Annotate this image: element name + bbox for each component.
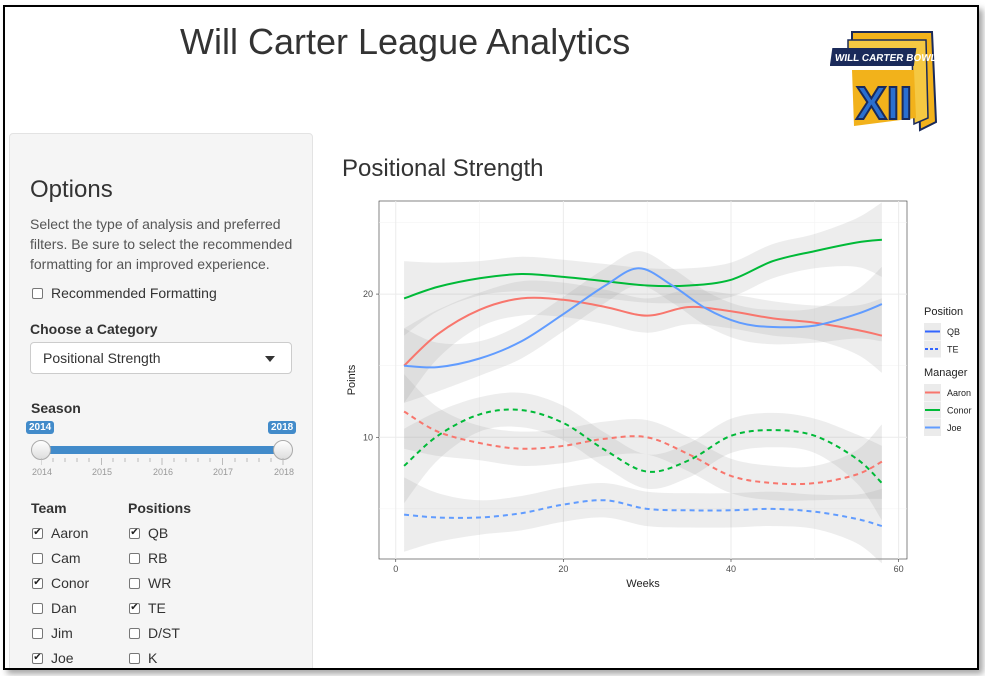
position-checkbox-label: WR bbox=[148, 575, 172, 591]
confidence-band bbox=[404, 477, 882, 564]
checkbox[interactable] bbox=[32, 552, 43, 564]
x-tick-label: 0 bbox=[393, 564, 398, 574]
checkbox[interactable]: ✔ bbox=[129, 527, 140, 539]
legend-label: TE bbox=[947, 345, 959, 355]
league-logo: WILL CARTER BOWL XII bbox=[830, 31, 937, 132]
recommended-formatting-box[interactable] bbox=[32, 287, 43, 299]
legend-title: Position bbox=[924, 306, 963, 318]
series-line bbox=[403, 410, 883, 486]
season-tick-label: 2017 bbox=[213, 467, 234, 477]
position-checkbox-te[interactable]: ✔ TE bbox=[129, 600, 166, 616]
recommended-formatting-label: Recommended Formatting bbox=[51, 285, 217, 301]
category-select[interactable]: Positional Strength bbox=[30, 342, 292, 374]
season-min-bubble: 2014 bbox=[26, 421, 55, 434]
positional-strength-chart: 0 20 40 60 10 20 Weeks Points Position QB TE Manag… bbox=[346, 200, 972, 590]
team-checkbox-dan[interactable]: Dan bbox=[32, 600, 77, 616]
legend-label: Joe bbox=[947, 423, 962, 433]
season-tick-label: 2015 bbox=[92, 467, 113, 477]
team-checkbox-joe[interactable]: ✔ Joe bbox=[32, 650, 74, 666]
x-tick-label: 20 bbox=[558, 564, 568, 574]
series-lines bbox=[403, 238, 883, 528]
checkbox[interactable]: ✔ bbox=[32, 527, 43, 539]
logo-numeral: XII bbox=[856, 77, 912, 129]
logo-text: WILL CARTER BOWL bbox=[834, 53, 937, 64]
team-checkbox-label: Dan bbox=[51, 600, 77, 616]
team-checkbox-label: Joe bbox=[51, 650, 74, 666]
position-checkbox-label: RB bbox=[148, 550, 168, 566]
position-checkbox-label: TE bbox=[148, 600, 166, 616]
series-line bbox=[403, 238, 882, 300]
legend: Position QB TE Manager Aaron Conor Joe bbox=[924, 306, 972, 436]
checkbox[interactable]: ✔ bbox=[32, 652, 43, 664]
y-axis-title: Points bbox=[346, 364, 358, 395]
team-checkbox-label: Jim bbox=[51, 625, 73, 641]
position-checkbox-wr[interactable]: WR bbox=[129, 575, 171, 591]
team-checkbox-conor[interactable]: ✔ Conor bbox=[32, 575, 89, 591]
season-label: Season bbox=[31, 400, 81, 416]
series-line bbox=[403, 408, 883, 484]
position-checkbox-label: K bbox=[148, 650, 158, 666]
chevron-down-icon bbox=[265, 356, 275, 362]
category-select-value: Positional Strength bbox=[43, 350, 161, 366]
season-slider-ticks bbox=[41, 458, 284, 465]
positions-label: Positions bbox=[128, 500, 192, 516]
x-axis-title: Weeks bbox=[626, 578, 660, 590]
checkbox[interactable] bbox=[32, 602, 43, 614]
team-checkbox-cam[interactable]: Cam bbox=[32, 550, 81, 566]
position-checkbox-qb[interactable]: ✔ QB bbox=[129, 525, 168, 541]
team-checkbox-aaron[interactable]: ✔ Aaron bbox=[32, 525, 88, 541]
legend-title: Manager bbox=[924, 367, 968, 379]
options-title: Options bbox=[30, 176, 113, 203]
team-checkbox-label: Cam bbox=[51, 550, 81, 566]
position-checkbox-label: D/ST bbox=[148, 625, 180, 641]
checkbox[interactable] bbox=[129, 652, 140, 664]
checkbox[interactable]: ✔ bbox=[32, 577, 43, 589]
app-title: Will Carter League Analytics bbox=[180, 21, 631, 62]
checkbox[interactable] bbox=[129, 552, 140, 564]
axes: 0 20 40 60 10 20 Weeks Points bbox=[346, 289, 904, 590]
season-max-handle[interactable] bbox=[273, 440, 293, 460]
position-checkbox-rb[interactable]: RB bbox=[129, 550, 167, 566]
series-line bbox=[404, 499, 883, 528]
team-checkbox-jim[interactable]: Jim bbox=[32, 625, 73, 641]
position-checkbox-label: QB bbox=[148, 525, 169, 541]
checkbox[interactable] bbox=[129, 627, 140, 639]
confidence-band bbox=[404, 280, 882, 403]
legend-label: Aaron bbox=[947, 388, 971, 398]
checkbox[interactable] bbox=[32, 627, 43, 639]
team-label: Team bbox=[31, 500, 67, 516]
x-tick-label: 60 bbox=[894, 564, 904, 574]
checkbox[interactable] bbox=[129, 577, 140, 589]
y-tick-label: 10 bbox=[363, 432, 373, 442]
legend-label: Conor bbox=[947, 406, 972, 416]
options-description: Select the type of analysis and preferre… bbox=[30, 216, 293, 272]
plot-title: Positional Strength bbox=[342, 155, 544, 182]
position-checkbox-dst[interactable]: D/ST bbox=[129, 625, 180, 641]
confidence-band bbox=[404, 392, 882, 521]
season-max-bubble: 2018 bbox=[268, 421, 297, 434]
season-slider-track[interactable] bbox=[41, 446, 283, 454]
options-sidebar: Options Select the type of analysis and … bbox=[9, 133, 313, 668]
team-checkbox-label: Conor bbox=[51, 575, 90, 591]
plot-panel bbox=[378, 200, 908, 560]
team-checkbox-label: Aaron bbox=[51, 525, 89, 541]
season-tick-label: 2016 bbox=[153, 467, 174, 477]
season-tick-label: 2018 bbox=[274, 467, 295, 477]
season-tick-label: 2014 bbox=[32, 467, 53, 477]
category-label: Choose a Category bbox=[30, 321, 158, 337]
legend-label: QB bbox=[947, 327, 960, 337]
recommended-formatting-checkbox[interactable]: Recommended Formatting bbox=[32, 285, 217, 301]
season-min-handle[interactable] bbox=[31, 440, 51, 460]
y-tick-label: 20 bbox=[363, 289, 373, 299]
series-line bbox=[404, 267, 883, 369]
app-window: Will Carter League Analytics WILL CARTER… bbox=[3, 5, 979, 670]
x-tick-label: 40 bbox=[726, 564, 736, 574]
series-line bbox=[403, 296, 883, 367]
checkbox[interactable]: ✔ bbox=[129, 602, 140, 614]
position-checkbox-k[interactable]: K bbox=[129, 650, 157, 666]
